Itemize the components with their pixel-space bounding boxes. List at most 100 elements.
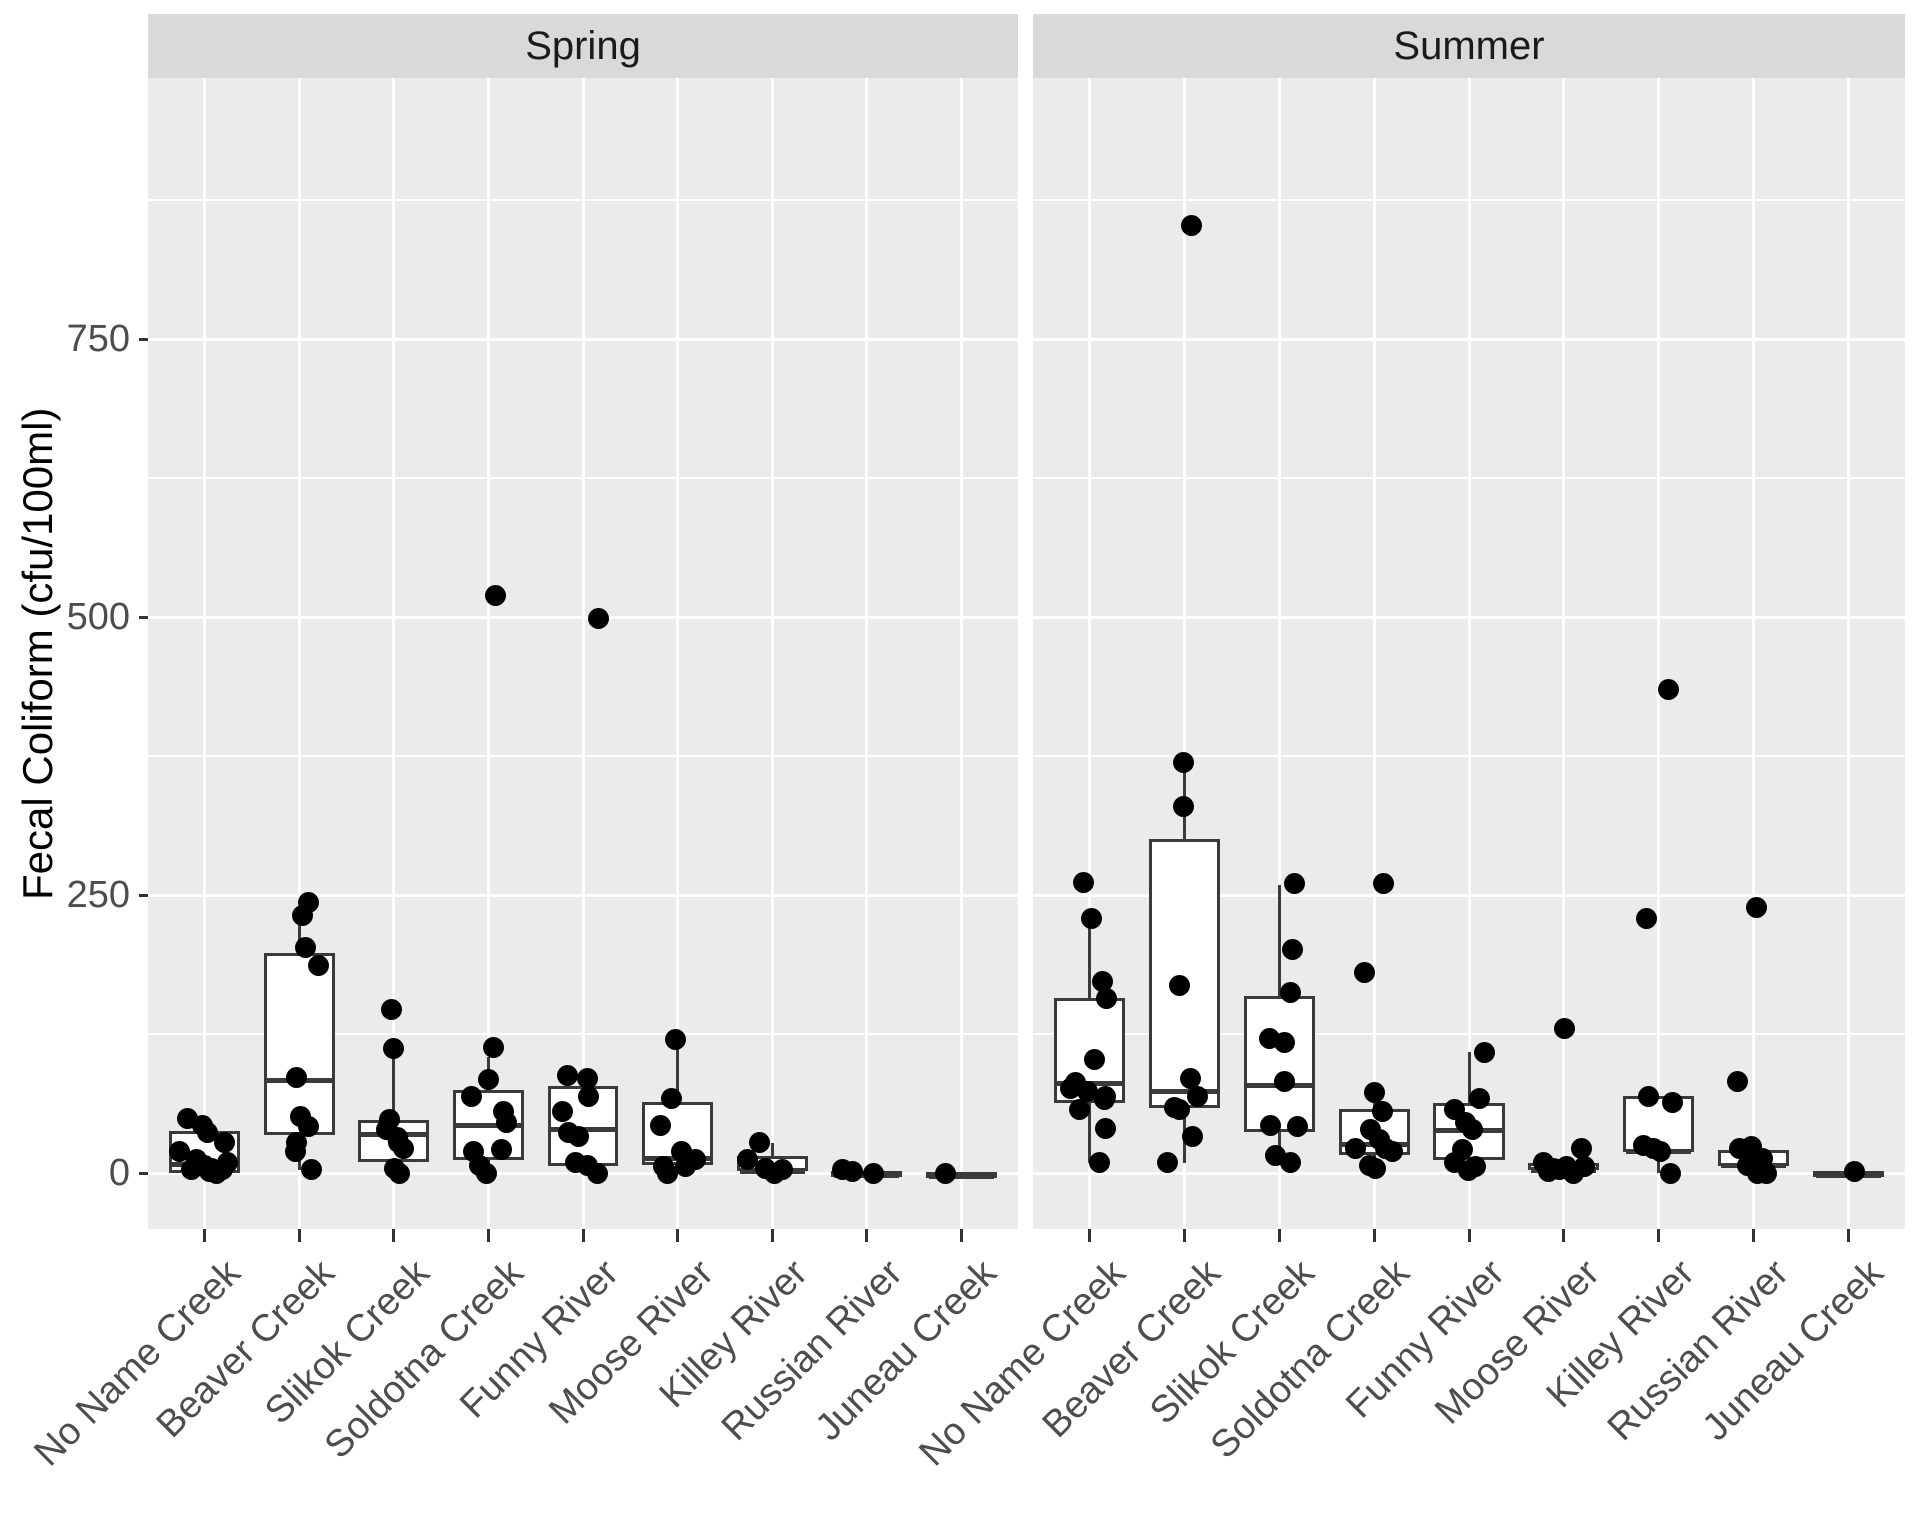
x-tick-mark-spring-funny-river (581, 1229, 585, 1242)
data-point-spring-slikok-creek (389, 1162, 411, 1184)
data-point-summer-no-name-creek (1089, 1152, 1111, 1174)
data-point-spring-killey-river (736, 1149, 758, 1171)
data-point-spring-slikok-creek (393, 1138, 415, 1160)
data-point-spring-slikok-creek (381, 999, 403, 1021)
data-point-spring-moose-river (675, 1155, 697, 1177)
data-point-summer-killey-river (1658, 678, 1680, 700)
data-point-summer-no-name-creek (1094, 1089, 1116, 1111)
boxplot-summer-beaver-creek (1149, 839, 1221, 1109)
data-point-summer-killey-river (1662, 1092, 1684, 1114)
panel-summer (1033, 78, 1905, 1229)
whisker-upper-summer-funny-river (1467, 1051, 1471, 1103)
y-tick-label-250: 250 (66, 874, 130, 916)
median-line-spring-soldotna-creek (455, 1123, 521, 1129)
gridline-major-x-juneau-creek (1846, 78, 1850, 1229)
x-tick-mark-summer-juneau-creek (1846, 1229, 1850, 1242)
gridline-major-x-moose-river (676, 78, 680, 1229)
data-point-spring-soldotna-creek (495, 1112, 517, 1134)
x-tick-mark-spring-killey-river (770, 1229, 774, 1242)
whisker-upper-summer-no-name-creek (1088, 921, 1092, 999)
x-tick-mark-summer-no-name-creek (1088, 1229, 1092, 1242)
data-point-summer-funny-river (1473, 1042, 1495, 1064)
y-tick-mark-500 (139, 615, 148, 619)
data-point-summer-moose-river (1571, 1138, 1593, 1160)
data-point-summer-no-name-creek (1096, 987, 1118, 1009)
data-point-summer-russian-river (1746, 1162, 1768, 1184)
x-tick-mark-spring-slikok-creek (392, 1229, 396, 1242)
data-point-summer-beaver-creek (1181, 215, 1203, 237)
x-tick-mark-spring-soldotna-creek (486, 1229, 490, 1242)
data-point-spring-soldotna-creek (475, 1162, 497, 1184)
x-tick-mark-summer-funny-river (1467, 1229, 1471, 1242)
x-tick-mark-summer-beaver-creek (1183, 1229, 1187, 1242)
facet-strip-summer-label: Summer (1393, 23, 1545, 68)
data-point-spring-beaver-creek (291, 904, 313, 926)
y-tick-label-500: 500 (66, 596, 130, 638)
data-point-summer-beaver-creek (1169, 974, 1191, 996)
x-tick-mark-summer-russian-river (1751, 1229, 1755, 1242)
data-point-spring-no-name-creek (214, 1132, 236, 1154)
data-point-spring-funny-river (551, 1101, 573, 1123)
data-point-spring-no-name-creek (181, 1159, 203, 1181)
data-point-summer-russian-river (1745, 896, 1767, 918)
whisker-upper-spring-moose-river (676, 1039, 680, 1102)
gridline-major-x-no-name-creek (203, 78, 207, 1229)
data-point-summer-moose-river (1538, 1161, 1560, 1183)
y-axis-title: Fecal Coliform (cfu/100ml) (14, 407, 61, 900)
data-point-summer-soldotna-creek (1381, 1141, 1403, 1163)
data-point-summer-no-name-creek (1092, 971, 1114, 993)
gridline-major-x-russian-river (1751, 78, 1755, 1229)
data-point-spring-no-name-creek (197, 1122, 219, 1144)
data-point-spring-beaver-creek (284, 1141, 306, 1163)
x-tick-mark-spring-beaver-creek (297, 1229, 301, 1242)
data-point-spring-funny-river (556, 1064, 578, 1086)
data-point-spring-beaver-creek (307, 954, 329, 976)
whisker-upper-spring-killey-river (770, 1142, 774, 1157)
data-point-summer-slikok-creek (1279, 1152, 1301, 1174)
data-point-summer-soldotna-creek (1353, 962, 1375, 984)
data-point-summer-killey-river (1636, 907, 1658, 929)
x-tick-mark-summer-killey-river (1657, 1229, 1661, 1242)
boxplot-spring-juneau-creek (925, 1171, 997, 1179)
data-point-summer-funny-river (1461, 1119, 1483, 1141)
data-point-spring-funny-river (587, 607, 609, 629)
data-point-spring-soldotna-creek (482, 1036, 504, 1058)
y-tick-mark-250 (139, 893, 148, 897)
data-point-spring-no-name-creek (217, 1152, 239, 1174)
data-point-summer-funny-river (1468, 1087, 1490, 1109)
gridline-major-x-funny-river (1467, 78, 1471, 1229)
gridline-major-x-no-name-creek (1088, 78, 1092, 1229)
data-point-summer-slikok-creek (1286, 1115, 1308, 1137)
data-point-spring-russian-river (863, 1162, 885, 1184)
data-point-summer-beaver-creek (1180, 1067, 1202, 1089)
facet-strip-spring: Spring (148, 14, 1018, 78)
gridline-major-x-slikok-creek (392, 78, 396, 1229)
x-tick-mark-spring-no-name-creek (203, 1229, 207, 1242)
data-point-spring-funny-river (576, 1067, 598, 1089)
data-point-summer-soldotna-creek (1363, 1082, 1385, 1104)
data-point-summer-funny-river (1457, 1160, 1479, 1182)
data-point-spring-soldotna-creek (490, 1139, 512, 1161)
gridline-major-x-moose-river (1562, 78, 1566, 1229)
data-point-summer-beaver-creek (1182, 1125, 1204, 1147)
y-tick-mark-0 (139, 1171, 148, 1175)
boxplot-summer-slikok-creek (1243, 996, 1315, 1132)
median-line-spring-juneau-creek (928, 1173, 994, 1179)
facet-strip-summer: Summer (1033, 14, 1905, 78)
data-point-spring-russian-river (842, 1161, 864, 1183)
data-point-spring-killey-river (763, 1162, 785, 1184)
data-point-summer-russian-river (1726, 1071, 1748, 1093)
data-point-summer-beaver-creek (1187, 1085, 1209, 1107)
data-point-spring-funny-river (567, 1125, 589, 1147)
data-point-summer-no-name-creek (1084, 1049, 1106, 1071)
data-point-summer-slikok-creek (1281, 938, 1303, 960)
data-point-spring-soldotna-creek (477, 1069, 499, 1091)
panel-spring (148, 78, 1018, 1229)
data-point-spring-moose-river (657, 1162, 679, 1184)
data-point-summer-beaver-creek (1173, 752, 1195, 774)
data-point-summer-no-name-creek (1069, 1099, 1091, 1121)
data-point-spring-moose-river (650, 1114, 672, 1136)
gridline-major-x-juneau-creek (959, 78, 963, 1229)
data-point-summer-moose-river (1574, 1155, 1596, 1177)
gridline-major-x-soldotna-creek (1372, 78, 1376, 1229)
